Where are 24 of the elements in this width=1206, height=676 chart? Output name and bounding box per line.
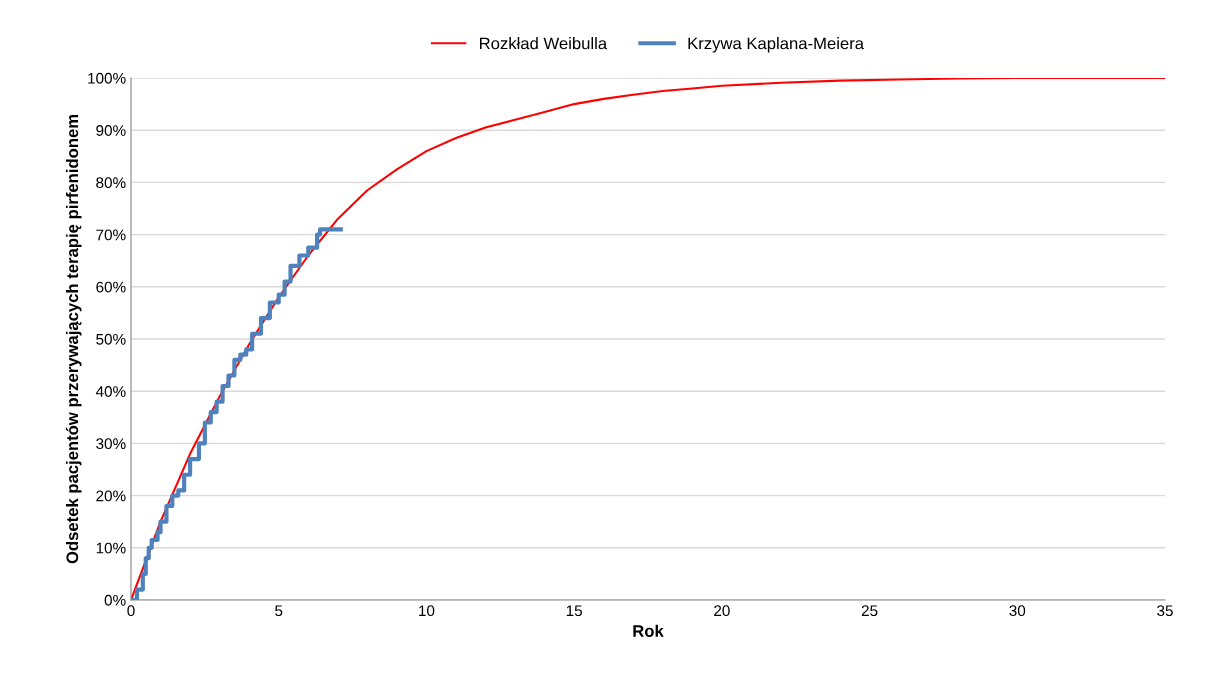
- x-tick-label: 35: [1157, 605, 1173, 617]
- legend-label: Krzywa Kaplana-Meiera: [688, 37, 865, 53]
- x-tick-label: 20: [714, 605, 730, 617]
- y-tick-label: 100%: [88, 72, 126, 84]
- y-tick-label: 70%: [96, 229, 126, 241]
- x-axis-title: Rok: [633, 624, 664, 637]
- y-tick-label: 40%: [95, 386, 126, 397]
- y-tick-label: 80%: [96, 177, 126, 189]
- y-tick-label: 10%: [96, 542, 126, 554]
- line-series: [131, 78, 1165, 600]
- y-tick-label: 20%: [96, 490, 126, 502]
- x-tick-label: 10: [419, 605, 435, 617]
- x-tick-label: 15: [566, 605, 582, 617]
- y-tick-label: 90%: [96, 125, 126, 136]
- x-tick-label: 25: [861, 605, 878, 617]
- x-tick-label: 5: [275, 605, 283, 617]
- legend-label: Rozkład Weibulla: [480, 37, 608, 50]
- y-tick-label: 50%: [96, 333, 126, 345]
- y-tick-label: 0%: [104, 594, 126, 606]
- y-tick-label: 30%: [96, 438, 126, 450]
- y-axis-title: Odsetek pacjentów przerywających terapię pirfenidonem: [65, 114, 82, 564]
- y-tick-label: 60%: [96, 281, 126, 293]
- x-tick-label: 0: [127, 605, 135, 617]
- x-tick-label: 30: [1009, 605, 1026, 617]
